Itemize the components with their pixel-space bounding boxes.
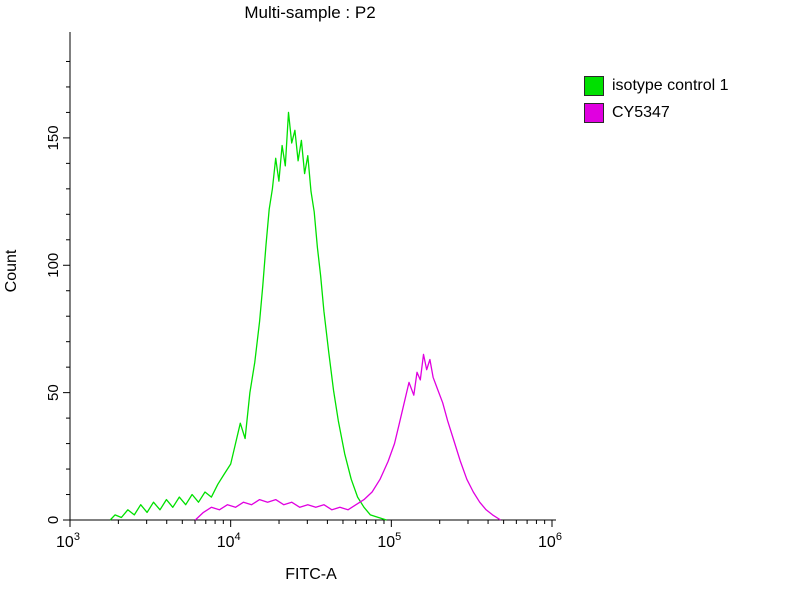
svg-text:100: 100 [45,253,62,278]
svg-text:106: 106 [538,531,562,551]
legend: isotype control 1 CY5347 [584,76,729,130]
svg-text:104: 104 [217,531,241,551]
legend-swatch-cy5347-icon [584,103,604,123]
chart-title: Multi-sample : P2 [244,3,376,22]
legend-item-cy5347: CY5347 [584,103,729,123]
svg-text:105: 105 [377,531,401,551]
legend-label-isotype-control: isotype control 1 [612,77,729,94]
svg-text:150: 150 [45,125,62,150]
legend-swatch-isotype-control-icon [584,76,604,96]
svg-text:0: 0 [45,516,62,524]
svg-text:50: 50 [45,384,62,401]
legend-label-cy5347: CY5347 [612,104,670,121]
plot-area: 0 50 100 150 103 104 105 106 [45,32,562,551]
svg-text:103: 103 [56,531,80,551]
legend-item-isotype-control: isotype control 1 [584,76,729,96]
x-axis-label: FITC-A [285,566,337,583]
